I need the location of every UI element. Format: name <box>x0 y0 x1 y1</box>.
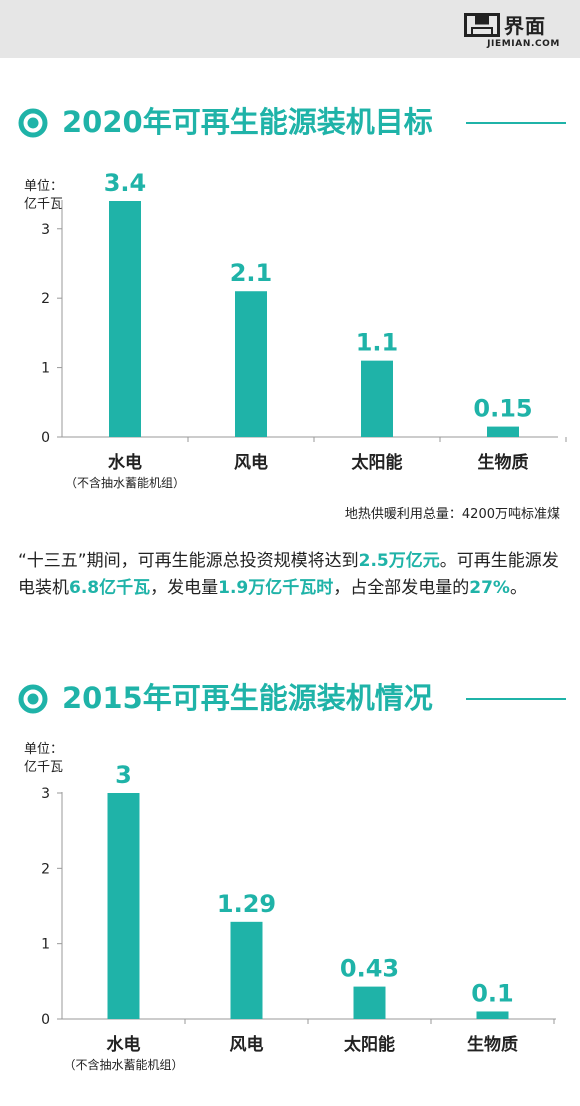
bar-value-label: 0.43 <box>340 955 399 983</box>
bar-value-label: 3 <box>115 761 132 789</box>
jiemian-logo[interactable]: 界面 JIEMIAN.COM <box>464 10 560 50</box>
bar-value-label: 0.1 <box>471 979 514 1007</box>
bar-value-label: 1.29 <box>217 890 276 918</box>
bar-3 <box>353 986 386 1019</box>
geothermal-footnote: 地热供暖利用总量：4200万吨标准煤 <box>344 507 560 522</box>
category-label: 水电 <box>107 1034 141 1055</box>
bar-value-label: 1.1 <box>356 329 399 357</box>
section-title-2020: 2020年可再生能源装机目标 <box>18 102 568 142</box>
unit-label: 单位： 亿千瓦 <box>24 179 64 212</box>
target-circle-icon <box>18 108 48 138</box>
title-rule <box>466 698 566 700</box>
bar-1 <box>107 793 140 1019</box>
category-label: 生物质 <box>467 1034 518 1055</box>
y-tick-label: 0 <box>41 1012 50 1028</box>
bar-value-label: 0.15 <box>473 395 532 423</box>
header-bar: 界面 JIEMIAN.COM <box>0 0 580 58</box>
bar-value-label: 2.1 <box>230 259 273 287</box>
bar-value-label: 3.4 <box>104 169 147 197</box>
category-note: （不含抽水蓄能机组） <box>65 475 185 490</box>
highlight-investment: 2.5万亿元 <box>358 551 440 571</box>
bar-2 <box>235 291 267 437</box>
text-segment: ，占全部发电量的 <box>333 578 470 598</box>
y-tick-label: 1 <box>41 937 50 953</box>
text-segment: 。可再生能源发电装机 <box>18 551 559 598</box>
logo-text-cn: 界面 <box>504 14 546 38</box>
summary-paragraph: “十三五”期间，可再生能源总投资规模将达到2.5万亿元。可再生能源发电装机6.8… <box>18 548 566 602</box>
page-title-2015: 2015年可再生能源装机情况 <box>62 681 433 715</box>
highlight-capacity: 6.8亿千瓦 <box>69 578 151 598</box>
y-tick-label: 2 <box>41 291 50 307</box>
bar-3 <box>361 360 393 437</box>
text-segment: 。 <box>509 578 527 598</box>
category-label: 风电 <box>234 452 268 473</box>
y-tick-label: 3 <box>41 786 50 802</box>
category-label: 水电 <box>108 452 142 473</box>
page-title-2020: 2020年可再生能源装机目标 <box>62 105 433 139</box>
highlight-generation: 1.9万亿千瓦时 <box>218 578 334 598</box>
section-title-2015: 2015年可再生能源装机情况 <box>18 678 568 718</box>
text-segment: “十三五”期间，可再生能源总投资规模将达到 <box>18 551 359 571</box>
bar-4 <box>487 426 519 437</box>
title-rule <box>466 122 566 124</box>
unit-label: 单位： 亿千瓦 <box>24 742 64 775</box>
y-tick-label: 1 <box>41 361 50 377</box>
category-note: （不含抽水蓄能机组） <box>63 1057 183 1072</box>
logo-text-en: JIEMIAN.COM <box>487 39 560 49</box>
text-segment: ，发电量 <box>150 578 219 598</box>
y-tick-label: 2 <box>41 861 50 877</box>
chart-2020-svg: 0 1 2 3 3.4 水电 （不含抽水蓄能机组） 2.1 风电 1.1 太阳能 0.15 生物质 <box>41 169 567 490</box>
logo-mark-icon <box>464 13 500 37</box>
bar-1 <box>109 201 141 437</box>
y-tick-label: 0 <box>41 430 50 446</box>
target-circle-icon <box>18 684 48 714</box>
bar-4 <box>476 1011 509 1019</box>
bar-2 <box>230 921 263 1019</box>
category-label: 太阳能 <box>352 452 403 473</box>
y-tick-label: 3 <box>41 222 50 238</box>
category-label: 生物质 <box>478 452 529 473</box>
category-label: 太阳能 <box>344 1034 395 1055</box>
category-label: 风电 <box>230 1034 264 1055</box>
highlight-share: 27% <box>469 578 510 598</box>
